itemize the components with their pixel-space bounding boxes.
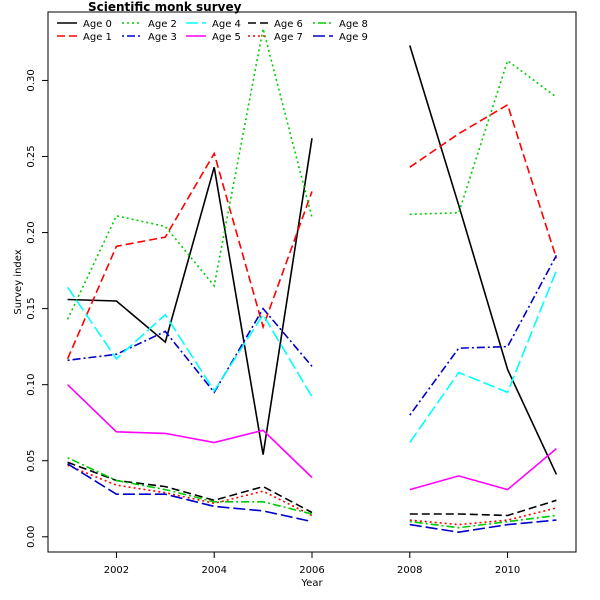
series-line-age-4: [66, 286, 313, 398]
legend-label: Age 3: [148, 32, 177, 43]
series-line-age-9: [67, 463, 313, 523]
series-line-age-7: [67, 464, 313, 517]
series-line-age-4: [409, 270, 558, 443]
series-line-age-0: [409, 45, 558, 475]
y-axis: 0.00 0.05 0.10 0.15 0.20 0.25 0.30: [26, 69, 48, 548]
y-tick-label: 0.15: [26, 297, 37, 319]
series-line-age-9: [409, 519, 557, 534]
y-tick-label: 0.25: [26, 145, 37, 167]
series-line-age-8: [409, 514, 557, 529]
series-line-age-0: [67, 138, 313, 455]
plot-frame: [47, 11, 577, 553]
series-line-age-5: [409, 447, 557, 491]
series-line-age-3: [67, 307, 313, 394]
legend-label: Age 1: [83, 32, 112, 43]
legend-label: Age 4: [212, 19, 241, 30]
series-line-age-7: [409, 507, 557, 526]
series-line-age-6: [67, 461, 313, 514]
x-axis: 2002 2004 2006 2008 2010: [104, 552, 520, 576]
y-tick-label: 0.30: [26, 69, 37, 91]
legend-label: Age 7: [274, 32, 303, 43]
series-line-age-3: [409, 255, 558, 416]
legend-label: Age 0: [83, 19, 112, 30]
series-line-age-1: [409, 103, 558, 259]
x-tick-label: 2006: [299, 565, 324, 576]
series-line-age-1: [66, 151, 313, 360]
legend: Age 0 Age 1 Age 2 Age 3 Age 4 Age 5 Age 6 Age 7…: [57, 19, 368, 43]
legend-label: Age 8: [339, 19, 368, 30]
legend-label: Age 9: [339, 32, 368, 43]
x-axis-title: Year: [300, 578, 323, 589]
legend-label: Age 6: [274, 19, 303, 30]
x-tick-label: 2008: [397, 565, 422, 576]
y-tick-label: 0.20: [26, 221, 37, 243]
legend-label: Age 2: [148, 19, 177, 30]
y-tick-label: 0.00: [26, 526, 37, 548]
series-layer: [66, 28, 558, 534]
x-tick-label: 2004: [201, 565, 226, 576]
series-line-age-6: [409, 499, 557, 517]
chart-title: Scientific monk survey: [88, 0, 242, 14]
series-line-age-8: [67, 456, 313, 515]
y-tick-label: 0.10: [26, 374, 37, 396]
legend-label: Age 5: [212, 32, 241, 43]
x-tick-label: 2010: [495, 565, 520, 576]
y-axis-title: Survey index: [13, 249, 24, 314]
x-tick-label: 2002: [104, 565, 129, 576]
y-tick-label: 0.05: [26, 450, 37, 472]
series-line-age-2: [66, 28, 313, 320]
series-line-age-5: [67, 384, 313, 479]
